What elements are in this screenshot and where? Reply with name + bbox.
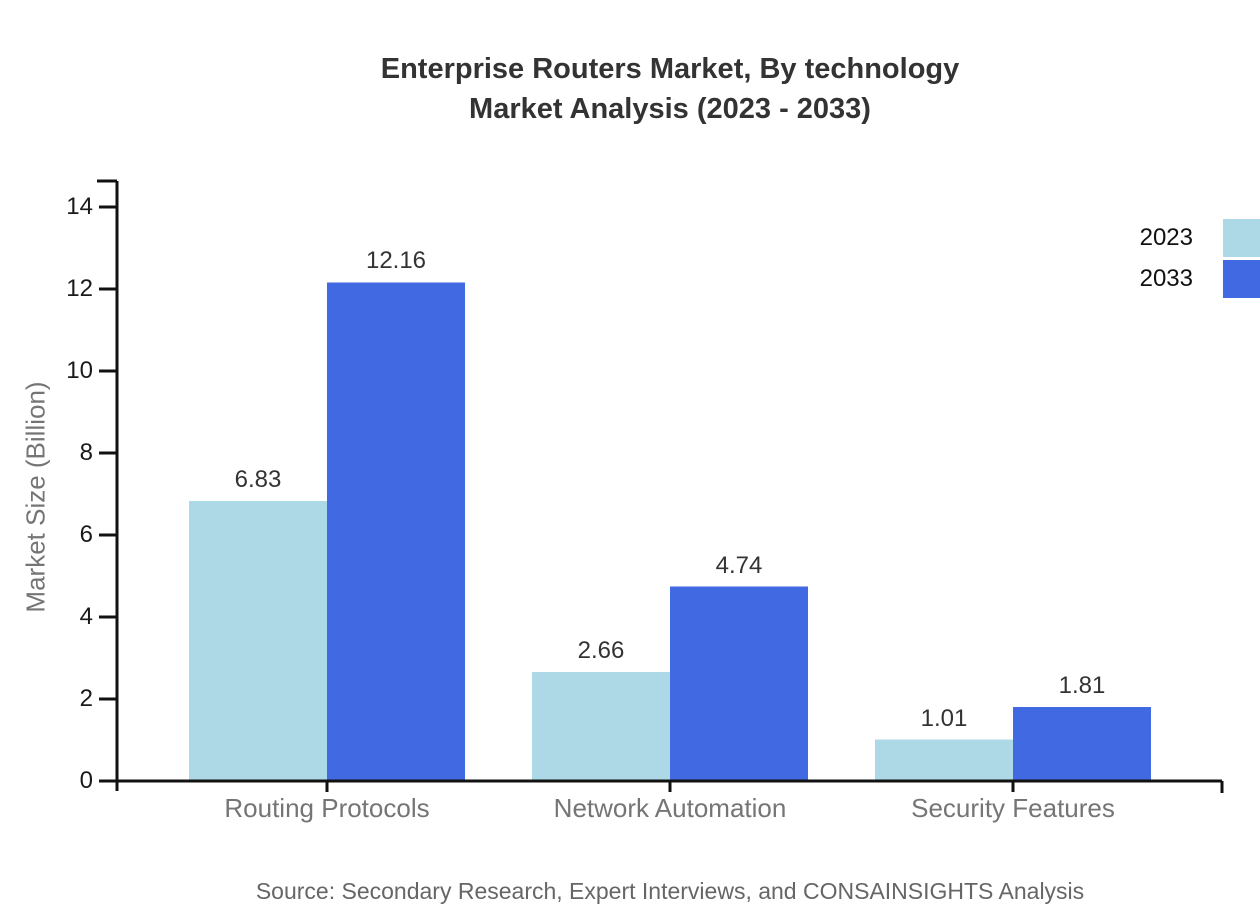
- y-tick-label: 2: [79, 685, 93, 712]
- source-note: Source: Secondary Research, Expert Inter…: [255, 878, 1085, 904]
- value-label: 2.66: [577, 636, 625, 664]
- category-label: Network Automation: [553, 793, 787, 823]
- value-label: 4.74: [715, 551, 763, 579]
- legend: 2023 2033: [1140, 219, 1260, 298]
- value-label: 12.16: [365, 247, 427, 275]
- y-tick-label: 4: [79, 603, 93, 630]
- y-tick-label: 10: [66, 357, 93, 384]
- y-tick-label: 6: [79, 521, 93, 548]
- bar-2033-category-1: [670, 586, 808, 781]
- legend-swatch-2023: [1223, 219, 1260, 257]
- bar-2023-category-0: [189, 500, 327, 781]
- y-tick-label: 14: [66, 193, 93, 220]
- bar-2033-category-2: [1013, 706, 1151, 781]
- chart-title: Enterprise Routers Market, By technology: [380, 53, 960, 85]
- legend-item: 2023: [1140, 219, 1260, 257]
- y-tick-label: 0: [79, 767, 93, 794]
- legend-label: 2023: [1139, 224, 1193, 251]
- y-tick-label: 12: [66, 275, 93, 302]
- value-label: 6.83: [234, 465, 282, 493]
- value-label: 1.01: [920, 704, 968, 732]
- bar-2023-category-2: [875, 739, 1013, 781]
- category-label: Routing Protocols: [224, 793, 430, 823]
- value-label: 1.81: [1058, 671, 1106, 699]
- legend-label: 2033: [1139, 265, 1193, 292]
- legend-item: 2033: [1140, 260, 1260, 298]
- chart-subtitle: Market Analysis (2023 - 2033): [469, 93, 871, 125]
- legend-swatch-2033: [1223, 260, 1260, 298]
- bar-2033-category-0: [327, 282, 465, 781]
- y-tick-label: 8: [79, 439, 93, 466]
- bar-2023-category-1: [532, 671, 670, 781]
- category-label: Security Features: [911, 793, 1115, 823]
